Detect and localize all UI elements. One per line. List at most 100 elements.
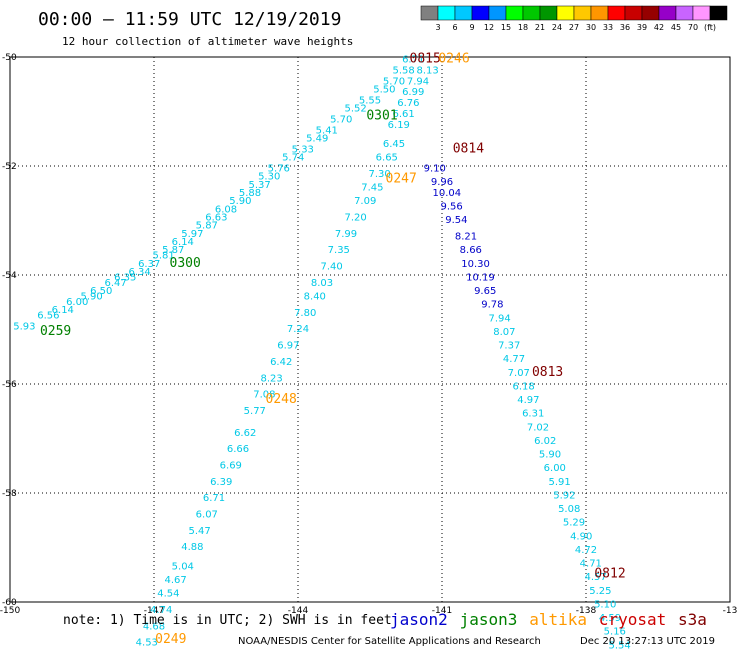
wave-height-value: 5.81 [152, 251, 174, 262]
legend-cryosat: cryosat [599, 610, 666, 629]
pass-time-label: 0814 [453, 141, 484, 156]
pass-time-label: 0812 [594, 566, 625, 581]
wave-height-value: 6.02 [534, 436, 556, 447]
wave-height-value: 6.50 [90, 286, 112, 297]
pass-time-label: 0249 [155, 632, 186, 647]
wave-height-value: 5.49 [306, 133, 328, 144]
colorbar-label: 45 [671, 23, 681, 32]
wave-height-value: 8.21 [455, 232, 477, 243]
y-tick-label: -60 [2, 598, 17, 608]
x-tick-label: -150 [0, 606, 20, 616]
legend-s3a: s3a [678, 610, 707, 629]
wave-height-value: 9.78 [481, 300, 503, 311]
wave-height-value: 6.69 [220, 460, 242, 471]
wave-height-value: 5.52 [344, 104, 366, 115]
wave-height-value: 6.07 [196, 510, 218, 521]
wave-height-value: 7.45 [361, 183, 383, 194]
colorbar-label: 27 [569, 23, 579, 32]
wave-height-value: 9.54 [445, 215, 467, 226]
wave-height-value: 5.25 [589, 586, 611, 597]
wave-height-value: 5.90 [539, 450, 561, 461]
wave-height-value: 5.97 [181, 229, 203, 240]
y-tick-label: -56 [2, 380, 17, 390]
wave-height-value: 6.39 [210, 477, 232, 488]
wave-height-value: 5.16 [604, 627, 626, 638]
wave-height-value: 6.63 [205, 213, 227, 224]
wave-height-value: 8.66 [460, 245, 482, 256]
wave-height-value: 5.30 [258, 172, 280, 183]
x-tick-label: -147 [144, 606, 164, 616]
wave-height-value: 5.33 [292, 144, 314, 155]
wave-height-value: 4.88 [181, 542, 203, 553]
wave-height-value: 9.65 [474, 286, 496, 297]
wave-height-value: 6.62 [234, 428, 256, 439]
colorbar-swatch [556, 5, 575, 21]
wave-height-value: 6.56 [37, 311, 59, 322]
wave-height-value: 4.53 [136, 638, 158, 649]
wave-height-value: 7.09 [354, 196, 376, 207]
wave-height-value: 4.59 [599, 613, 621, 624]
colorbar-swatch [692, 5, 711, 21]
wave-height-value: 8.07 [493, 327, 515, 338]
colorbar-label: 18 [518, 23, 528, 32]
colorbar-swatch [488, 5, 507, 21]
colorbar-swatch [641, 5, 660, 21]
wave-height-value: 5.50 [373, 84, 395, 95]
wave-height-value: 6.76 [397, 98, 419, 109]
wave-height-value: 8.13 [416, 65, 438, 76]
colorbar-swatch [437, 5, 456, 21]
colorbar-swatch [471, 5, 490, 21]
colorbar-label: 42 [654, 23, 664, 32]
wave-height-value: 6.00 [66, 297, 88, 308]
pass-time-label: 0301 [366, 109, 397, 124]
pass-time-label: 0247 [386, 171, 417, 186]
colorbar-swatch [624, 5, 643, 21]
footer-credit: NOAA/NESDIS Center for Satellite Applica… [238, 636, 541, 647]
wave-height-value: 10.04 [432, 188, 461, 199]
wave-height-value: 4.77 [503, 354, 525, 365]
wave-height-value: 5.29 [563, 518, 585, 529]
colorbar-label: 24 [552, 23, 562, 32]
satellite-legend: jason2 jason3 altika cryosat s3a [390, 610, 707, 629]
y-tick-label: -58 [2, 489, 17, 499]
wave-height-value: 4.71 [580, 559, 602, 570]
wave-height-value: 6.97 [277, 341, 299, 352]
wave-height-value: 6.71 [402, 54, 424, 65]
wave-height-value: 6.34 [128, 267, 150, 278]
wave-height-value: 5.77 [244, 406, 266, 417]
wave-height-value: 5.93 [13, 322, 35, 333]
y-tick-label: -52 [2, 162, 17, 172]
wave-height-value: 8.40 [304, 292, 326, 303]
wave-height-value: 5.88 [239, 188, 261, 199]
wave-height-value: 10.19 [466, 272, 495, 283]
colorbar-swatch [522, 5, 541, 21]
wave-height-value: 5.58 [392, 65, 414, 76]
legend-jason2: jason2 [390, 610, 448, 629]
chart-title: 00:00 – 11:59 UTC 12/19/2019 [38, 9, 341, 30]
wave-height-value: 5.70 [330, 114, 352, 125]
colorbar-swatch [675, 5, 694, 21]
wave-height-value: 5.55 [359, 95, 381, 106]
y-tick-label: -50 [2, 53, 17, 63]
wave-height-value: 7.94 [407, 76, 429, 87]
wave-height-value: 5.04 [172, 561, 194, 572]
wave-height-value: 6.19 [388, 120, 410, 131]
wave-height-value: 7.07 [508, 368, 530, 379]
x-tick-label: -144 [288, 606, 309, 616]
wave-height-value: 6.18 [512, 381, 534, 392]
wave-height-value: 8.03 [311, 278, 333, 289]
wave-height-value: 6.37 [138, 259, 160, 270]
wave-height-value: 4.97 [517, 395, 539, 406]
wave-height-value: 5.74 [282, 153, 304, 164]
wave-height-value: 6.66 [227, 444, 249, 455]
wave-height-value: 6.00 [544, 463, 566, 474]
pass-time-label: 0815 [410, 51, 441, 66]
pass-time-label: 0813 [532, 365, 563, 380]
wave-height-value: 5.10 [594, 599, 616, 610]
pass-time-label: 0259 [40, 324, 71, 339]
wave-height-value: 4.67 [164, 575, 186, 586]
wave-height-value: 7.02 [527, 422, 549, 433]
colorbar-label: 6 [452, 23, 457, 32]
wave-height-value: 5.76 [268, 163, 290, 174]
